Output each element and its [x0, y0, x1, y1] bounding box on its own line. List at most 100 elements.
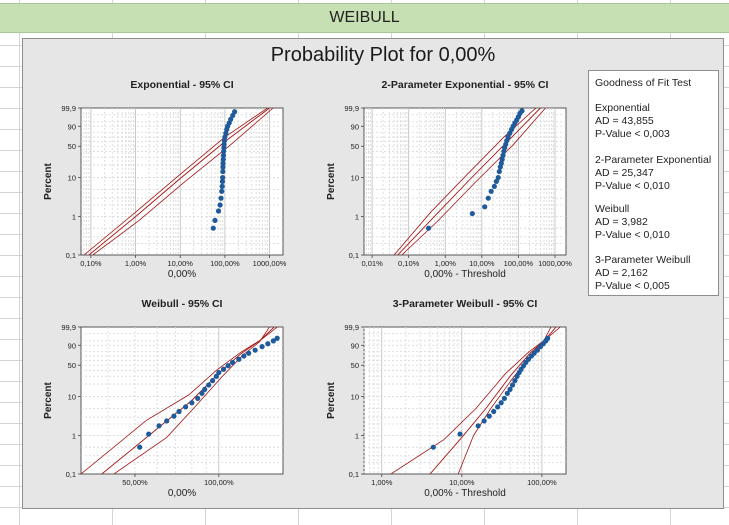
y-tick-label: 99,9 [344, 323, 359, 332]
y-axis-label: Percent [326, 162, 337, 199]
data-point [457, 431, 463, 437]
chart-title: 3-Parameter Weibull - 95% CI [393, 298, 538, 310]
data-point [501, 395, 507, 402]
data-point [195, 395, 201, 402]
plot-layer [390, 327, 561, 474]
y-tick-label: 50 [351, 361, 359, 370]
data-point [215, 208, 222, 214]
data-point [210, 225, 216, 231]
panel-weibull: Weibull - 95% CI 0,1 1 10 50 90 99,9 50,00% 100,… [33, 293, 288, 499]
data-point [259, 344, 265, 350]
data-point [220, 168, 226, 175]
data-point [500, 152, 506, 158]
y-tick-label: 0,1 [66, 470, 76, 479]
x-tick-label: 50,00% [122, 478, 148, 487]
gof-item-ad: AD = 2,162 [595, 267, 648, 279]
y-tick-label: 1 [355, 213, 359, 222]
ci-lower-line [83, 108, 268, 255]
plot-layer [81, 327, 280, 474]
plot-layer [83, 108, 274, 255]
gof-item-pvalue: P-Value < 0,010 [595, 229, 670, 241]
gof-title: Goodness of Fit Test [595, 77, 692, 89]
data-point [220, 174, 226, 181]
data-point [545, 335, 551, 341]
y-tick-label: 90 [68, 341, 76, 350]
data-point [171, 413, 177, 419]
data-point [218, 195, 224, 201]
x-tick-label: 100,00% [210, 259, 240, 268]
y-tick-label: 50 [351, 142, 359, 151]
data-point [219, 178, 226, 185]
ci-upper-line [401, 108, 546, 255]
data-point [488, 188, 494, 194]
data-point [236, 356, 242, 362]
x-tick-label: 100,00% [204, 478, 234, 487]
data-point [430, 444, 436, 450]
x-axis-label: 0,00% - Threshold [424, 488, 506, 499]
y-tick-label: 99,9 [61, 323, 76, 332]
data-point [183, 404, 189, 410]
data-point [491, 408, 497, 415]
data-point [213, 373, 219, 379]
data-point [498, 400, 504, 406]
data-point [499, 156, 505, 162]
gof-item-pvalue: P-Value < 0,005 [595, 280, 670, 292]
plot-area [80, 107, 284, 256]
gof-item-3p-weibull: 3-Parameter Weibull AD = 2,162 P-Value <… [595, 254, 691, 293]
x-axis-label: 0,00% [168, 269, 196, 280]
data-point [228, 116, 234, 122]
x-tick-label: 1,00% [371, 478, 393, 487]
panel-3p-weibull: 3-Parameter Weibull - 95% CI 0,1 1 10 50 90 99… [316, 293, 571, 499]
gof-item-pvalue: P-Value < 0,010 [595, 180, 670, 192]
data-point [232, 109, 238, 115]
data-point [252, 347, 258, 353]
data-point [219, 183, 225, 190]
data-point [274, 335, 280, 341]
x-tick-label: 1,00% [435, 259, 457, 268]
data-point [220, 156, 226, 162]
data-point [481, 418, 487, 424]
data-point [519, 108, 525, 114]
data-point [475, 423, 481, 429]
gof-item-exponential: Exponential AD = 43,855 P-Value < 0,003 [595, 102, 670, 141]
data-point [202, 386, 208, 392]
x-tick-label: 1,00% [125, 259, 147, 268]
y-tick-label: 1 [355, 432, 359, 441]
data-point [206, 382, 212, 388]
chart-title: Exponential - 95% CI [130, 79, 233, 91]
gof-item-name: Exponential [595, 102, 650, 114]
data-point [498, 160, 504, 166]
x-tick-label: 1000,00% [538, 259, 572, 268]
data-point [146, 431, 152, 437]
data-point [225, 363, 231, 369]
chart-title: 2-Parameter Exponential - 95% CI [382, 79, 549, 91]
y-axis-label: Percent [43, 162, 54, 199]
y-tick-label: 99,9 [61, 104, 76, 113]
data-point [512, 378, 518, 384]
data-point [504, 390, 510, 396]
data-point [220, 160, 226, 166]
x-tick-label: 0,10% [80, 259, 102, 268]
data-point [199, 390, 205, 396]
data-point [534, 347, 541, 353]
x-tick-label: 10,00% [469, 259, 495, 268]
gof-item-ad: AD = 25,347 [595, 167, 654, 179]
probability-plot-figure: Probability Plot for 0,00% Exponential -… [22, 38, 724, 509]
data-point [493, 178, 499, 185]
ci-upper-line [113, 327, 270, 474]
plot-area [80, 326, 284, 475]
x-tick-label: 0,10% [398, 259, 420, 268]
chart-2p-exponential: 2-Parameter Exponential - 95% CI 0,1 1 10 50… [326, 79, 572, 280]
data-point [491, 183, 497, 190]
y-tick-label: 10 [351, 393, 359, 402]
y-tick-label: 90 [68, 122, 76, 131]
y-tick-label: 50 [68, 142, 76, 151]
y-tick-label: 10 [351, 174, 359, 183]
data-point [219, 188, 225, 194]
data-point [485, 195, 491, 201]
y-tick-label: 1 [72, 213, 76, 222]
data-point [425, 225, 432, 231]
data-point [265, 341, 271, 347]
panel-2p-exponential: 2-Parameter Exponential - 95% CI 0,1 1 10 50… [316, 74, 572, 280]
x-tick-label: 100,00% [504, 259, 534, 268]
